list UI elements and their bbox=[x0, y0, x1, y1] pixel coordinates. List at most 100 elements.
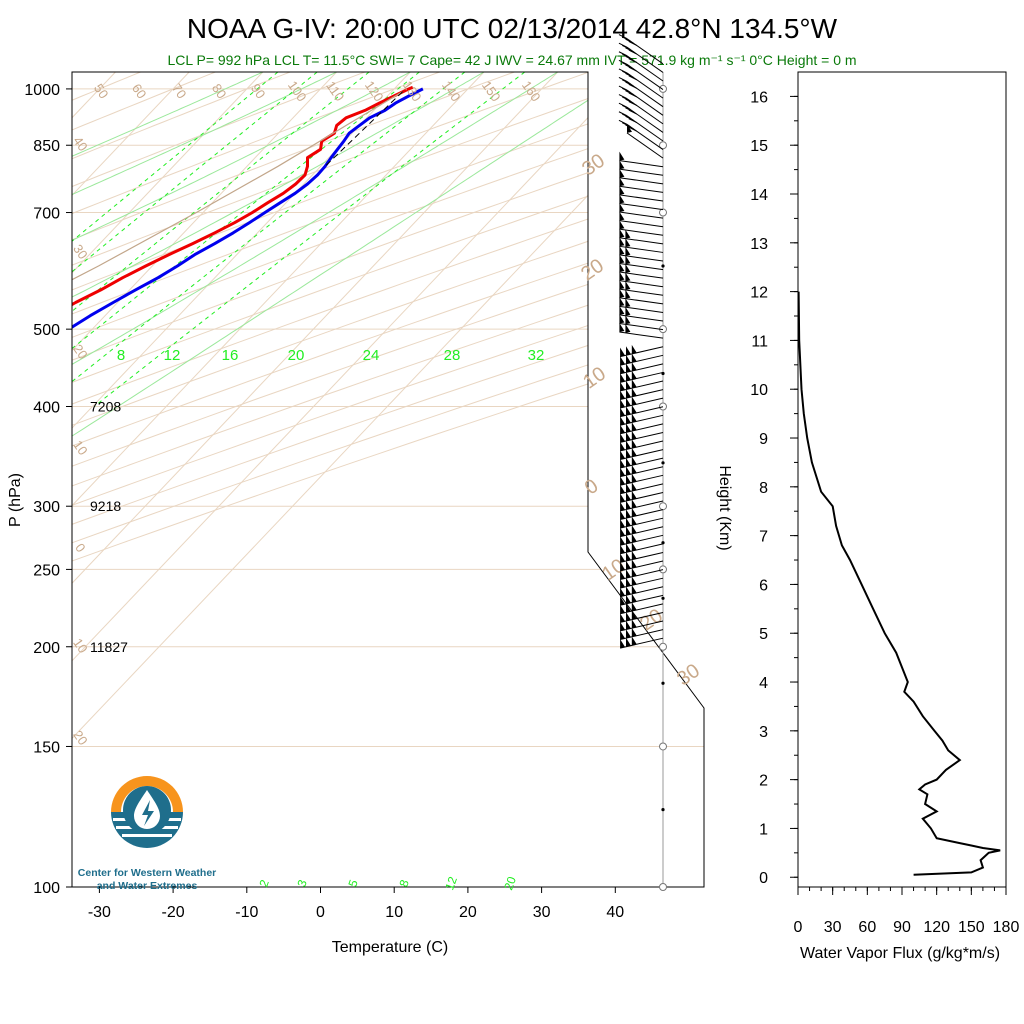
theta-label-left: 0 bbox=[72, 540, 88, 555]
wind-barb bbox=[619, 288, 664, 305]
dry-adiabat bbox=[72, 72, 704, 887]
barb-flag bbox=[631, 464, 637, 474]
barb-feather bbox=[625, 90, 634, 96]
theta-label-right: 0 bbox=[581, 475, 603, 499]
barb-flag bbox=[620, 381, 626, 391]
barb-flag bbox=[626, 552, 631, 561]
barb-flag bbox=[631, 490, 637, 500]
barb-flag bbox=[620, 441, 626, 451]
barb-level-circle bbox=[659, 402, 667, 411]
flux-x-tick-label: 0 bbox=[794, 919, 803, 936]
wind-barb bbox=[620, 507, 664, 520]
wind-barb bbox=[620, 499, 664, 512]
barb-feather bbox=[628, 118, 638, 124]
theta-label-left: 10 bbox=[70, 437, 91, 457]
barb-flag bbox=[631, 593, 637, 603]
cw3e-logo: Center for Western Weather and Water Ext… bbox=[78, 776, 216, 892]
flux-x-tick-label: 30 bbox=[824, 919, 842, 936]
barb-level-circle bbox=[659, 141, 667, 150]
barb-flag bbox=[619, 288, 625, 298]
barb-flag bbox=[625, 255, 631, 265]
theta-label-left: 20 bbox=[70, 727, 91, 747]
barb-flag bbox=[619, 203, 625, 212]
barb-flag bbox=[626, 483, 631, 493]
mixing-ratio-label-bottom: 3 bbox=[294, 877, 310, 888]
barb-feather bbox=[622, 96, 631, 102]
barb-feather bbox=[622, 36, 631, 42]
mixing-ratio-line bbox=[93, 72, 526, 407]
barb-flag bbox=[631, 499, 637, 509]
barb-flag bbox=[631, 439, 637, 449]
barb-flag bbox=[631, 533, 637, 543]
barb-flag bbox=[619, 185, 625, 195]
barb-staff bbox=[619, 220, 664, 228]
barb-flag bbox=[626, 612, 631, 621]
theta-label-left: 40 bbox=[70, 133, 91, 153]
wind-barb bbox=[620, 542, 664, 555]
moist-adiabat bbox=[72, 72, 485, 648]
mixing-ratio-label-bottom: 12 bbox=[442, 874, 460, 892]
wind-barb bbox=[618, 94, 664, 125]
barb-level-circle bbox=[659, 565, 667, 574]
barb-flag bbox=[620, 373, 626, 383]
barb-staff bbox=[619, 314, 664, 322]
height-annotation: 7208 bbox=[90, 399, 121, 415]
theta-label-left: 10 bbox=[70, 635, 91, 655]
barb-flag bbox=[619, 220, 625, 230]
barb-flag bbox=[620, 553, 626, 563]
barb-flag bbox=[631, 396, 637, 406]
barb-flag bbox=[631, 619, 637, 629]
y-tick-label: 400 bbox=[33, 400, 60, 417]
barb-flag bbox=[631, 387, 637, 397]
barb-flag bbox=[626, 346, 631, 356]
wind-barb bbox=[619, 254, 664, 271]
barb-flag bbox=[620, 347, 626, 357]
barb-flag bbox=[625, 246, 631, 256]
barb-feather bbox=[628, 83, 638, 89]
barb-flag bbox=[620, 390, 626, 400]
isotherm-line bbox=[72, 72, 411, 887]
barb-flag bbox=[626, 474, 631, 484]
barb-flag bbox=[631, 507, 637, 517]
dry-adiabat bbox=[72, 72, 440, 887]
profile-parcel bbox=[72, 91, 403, 607]
theta-label-left: 30 bbox=[70, 241, 91, 261]
barb-flag bbox=[631, 559, 637, 569]
isotherm-line bbox=[72, 72, 632, 887]
barb-staff bbox=[619, 262, 664, 271]
x-tick-label: 0 bbox=[316, 904, 325, 921]
x-tick-label: 40 bbox=[606, 904, 624, 921]
theta-label-top: 160 bbox=[519, 78, 544, 104]
barb-flag bbox=[626, 492, 631, 501]
dry-adiabat bbox=[72, 72, 704, 887]
wind-barb bbox=[620, 387, 664, 400]
wind-barb bbox=[620, 473, 664, 486]
barb-staff bbox=[619, 185, 664, 193]
dry-adiabat bbox=[72, 72, 704, 887]
barb-flag bbox=[619, 228, 625, 238]
x-tick-label: 30 bbox=[533, 904, 551, 921]
flux-y-tick-label: 16 bbox=[750, 89, 768, 106]
barb-flag bbox=[631, 636, 637, 646]
wind-barb bbox=[620, 516, 664, 529]
y-tick-label: 200 bbox=[33, 640, 60, 657]
barb-flag bbox=[619, 323, 625, 332]
barb-flag bbox=[631, 585, 637, 594]
barb-flag bbox=[619, 297, 625, 307]
barb-staff bbox=[619, 254, 664, 262]
wind-barb bbox=[620, 567, 664, 580]
wind-barb bbox=[618, 111, 664, 142]
barb-staff bbox=[619, 177, 664, 185]
barb-flag bbox=[626, 372, 631, 381]
barb-feather bbox=[618, 111, 628, 117]
barb-flag bbox=[626, 577, 631, 587]
barb-flag bbox=[620, 519, 626, 529]
theta-label-top: 90 bbox=[248, 81, 269, 101]
mixing-ratio-label-top: 32 bbox=[528, 347, 545, 364]
barb-flag bbox=[620, 493, 626, 503]
dry-adiabat bbox=[72, 72, 704, 887]
wind-barb bbox=[620, 576, 664, 589]
flux-y-tick-label: 12 bbox=[750, 285, 768, 302]
barb-flag bbox=[619, 151, 625, 161]
